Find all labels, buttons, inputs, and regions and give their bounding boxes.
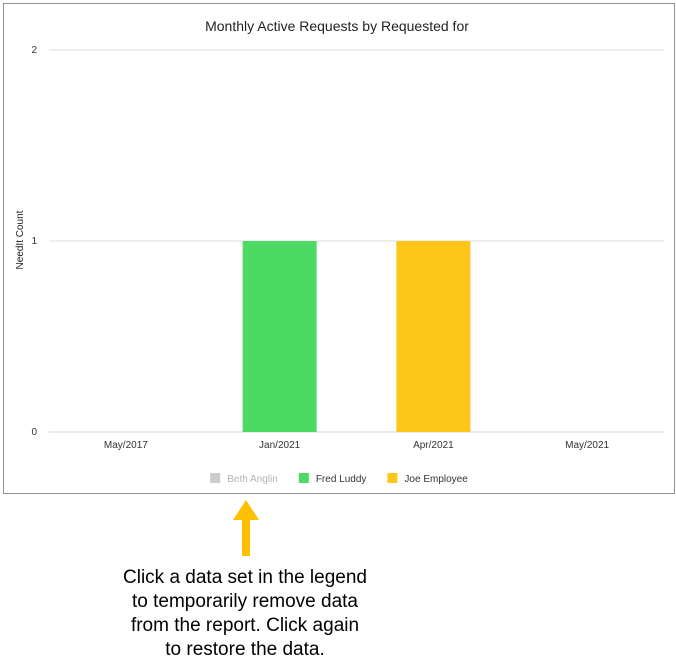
bar-fred-luddy xyxy=(242,241,317,432)
y-tick-label: 2 xyxy=(31,45,37,56)
up-arrow-icon xyxy=(233,500,259,556)
legend-item-beth-anglin[interactable]: Beth Anglin xyxy=(210,473,278,485)
x-tick-label: Jan/2021 xyxy=(259,440,301,451)
legend-label: Beth Anglin xyxy=(227,474,278,485)
x-tick-label: May/2017 xyxy=(104,440,148,451)
legend-swatch xyxy=(210,473,221,483)
bar-chart: Monthly Active Requests by Requested for… xyxy=(15,18,664,485)
y-tick-label: 0 xyxy=(31,427,37,438)
instruction-text: Click a data set in the legend to tempor… xyxy=(95,566,395,662)
legend-label: Fred Luddy xyxy=(316,474,367,485)
legend-item-fred-luddy[interactable]: Fred Luddy xyxy=(298,473,367,485)
instruction-line: from the report. Click again xyxy=(130,615,360,636)
instruction-line: to temporarily remove data xyxy=(132,591,358,612)
y-tick-label: 1 xyxy=(31,236,37,247)
legend-item-joe-employee[interactable]: Joe Employee xyxy=(387,473,468,485)
legend-label: Joe Employee xyxy=(404,474,468,485)
y-axis-title: NeedIt Count xyxy=(15,210,26,269)
chart-panel: Monthly Active Requests by Requested for… xyxy=(3,3,675,494)
instruction-line: Click a data set in the legend xyxy=(123,567,367,588)
instruction-line: to restore the data. xyxy=(165,639,325,660)
chart-title: Monthly Active Requests by Requested for xyxy=(205,18,469,34)
legend-swatch xyxy=(387,473,398,483)
bar-joe-employee xyxy=(396,241,471,432)
legend-swatch xyxy=(298,473,309,483)
x-tick-label: May/2021 xyxy=(565,440,609,451)
x-tick-label: Apr/2021 xyxy=(413,440,454,451)
